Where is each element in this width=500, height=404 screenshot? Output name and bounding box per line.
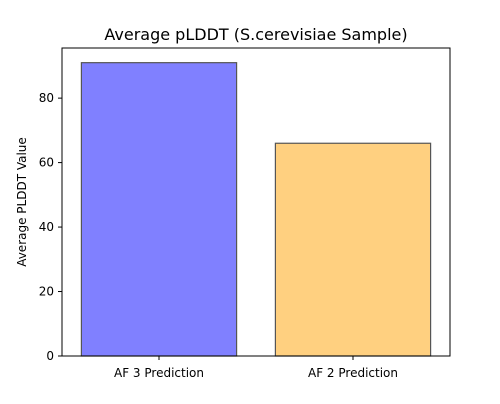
- y-tick-label: 20: [39, 285, 54, 299]
- x-tick-label: AF 2 Prediction: [308, 366, 398, 380]
- plot-area-frame: [61, 47, 451, 357]
- bar-1: [80, 62, 238, 357]
- chart-title: Average pLDDT (S.cerevisiae Sample): [104, 25, 407, 44]
- x-tick-label: AF 3 Prediction: [114, 366, 204, 380]
- y-tick-label: 60: [39, 156, 54, 170]
- y-tick-label: 40: [39, 220, 54, 234]
- bars-group: [80, 62, 432, 357]
- y-tick-label: 80: [39, 91, 54, 105]
- x-ticks-group: AF 3 Prediction AF 2 Prediction: [114, 356, 398, 380]
- y-ticks-group: 0 20 40 60 80: [39, 91, 62, 363]
- bar-2: [274, 142, 432, 357]
- y-axis-label: Average PLDDT Value: [15, 137, 29, 267]
- y-tick-label: 0: [46, 349, 54, 363]
